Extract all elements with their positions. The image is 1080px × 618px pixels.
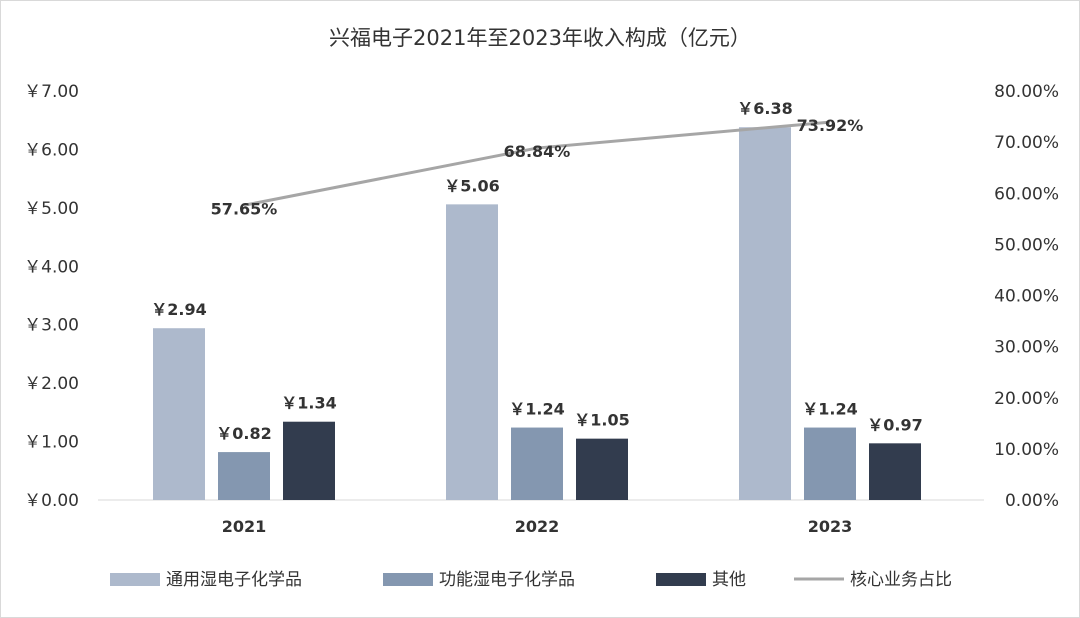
bar-data-label: ￥1.05: [574, 411, 629, 430]
left-axis: ￥0.00 ￥1.00 ￥2.00 ￥3.00 ￥4.00 ￥5.00 ￥6.00 ￥7.00: [24, 82, 79, 511]
legend-label: 功能湿电子化学品: [439, 570, 575, 590]
left-axis-tick-label: ￥0.00: [24, 491, 79, 511]
bar: [869, 443, 921, 500]
line-series: 57.65% 68.84% 73.92%: [211, 116, 864, 218]
left-axis-tick-label: ￥5.00: [24, 199, 79, 219]
x-axis-tick-label: 2021: [222, 517, 267, 536]
right-axis-tick-label: 30.00%: [994, 338, 1059, 358]
bar-data-label: ￥1.34: [281, 394, 336, 413]
right-axis-tick-label: 20.00%: [994, 389, 1059, 409]
legend-swatch: [383, 573, 433, 586]
legend-label: 核心业务占比: [850, 570, 952, 590]
bar-data-label: ￥1.24: [802, 400, 857, 419]
right-axis-tick-label: 50.00%: [994, 235, 1059, 255]
bar: [576, 438, 628, 500]
right-axis-tick-label: 10.00%: [994, 440, 1059, 460]
bar: [804, 427, 856, 500]
left-axis-tick-label: ￥4.00: [24, 257, 79, 277]
right-axis-tick-label: 0.00%: [1005, 491, 1059, 511]
bar-data-label: ￥0.97: [867, 415, 922, 434]
bar: [153, 328, 205, 500]
bar: [511, 427, 563, 500]
left-axis-tick-label: ￥3.00: [24, 316, 79, 336]
right-axis-tick-label: 70.00%: [994, 133, 1059, 153]
chart-title: 兴福电子2021年至2023年收入构成（亿元）: [329, 26, 751, 50]
bar: [739, 127, 791, 501]
bar-data-label: ￥1.24: [509, 400, 564, 419]
left-axis-tick-label: ￥2.00: [24, 374, 79, 394]
x-axis: 2021 2022 2023: [222, 517, 853, 536]
legend-swatch: [110, 573, 160, 586]
legend-swatch: [656, 573, 706, 586]
left-axis-tick-label: ￥7.00: [24, 82, 79, 102]
bar-data-label: ￥6.38: [737, 99, 792, 118]
left-axis-tick-label: ￥6.00: [24, 140, 79, 160]
legend-label: 通用湿电子化学品: [166, 570, 302, 590]
line-path: [243, 120, 831, 207]
line-point-label: 57.65%: [211, 199, 278, 218]
line-point-label: 73.92%: [797, 116, 864, 135]
legend-label: 其他: [712, 570, 746, 590]
line-point-label: 68.84%: [504, 142, 571, 161]
right-axis-tick-label: 80.00%: [994, 82, 1059, 102]
bar: [446, 204, 498, 500]
right-axis-tick-label: 40.00%: [994, 287, 1059, 307]
bar-data-label: ￥5.06: [444, 176, 499, 195]
bar-data-label: ￥0.82: [216, 424, 271, 443]
bar: [218, 452, 270, 500]
x-axis-tick-label: 2023: [808, 517, 853, 536]
right-axis-tick-label: 60.00%: [994, 184, 1059, 204]
bar: [283, 421, 335, 500]
right-axis: 0.00% 10.00% 20.00% 30.00% 40.00% 50.00% 60.00…: [994, 82, 1059, 511]
bar-data-label: ￥2.94: [151, 300, 206, 319]
legend: 通用湿电子化学品 功能湿电子化学品 其他 核心业务占比: [110, 570, 952, 590]
x-axis-tick-label: 2022: [515, 517, 560, 536]
bar-series: ￥2.94 ￥5.06 ￥6.38 ￥0.82 ￥1.24 ￥1.24 ￥1.34 ￥1.05…: [151, 99, 923, 501]
left-axis-tick-label: ￥1.00: [24, 433, 79, 453]
